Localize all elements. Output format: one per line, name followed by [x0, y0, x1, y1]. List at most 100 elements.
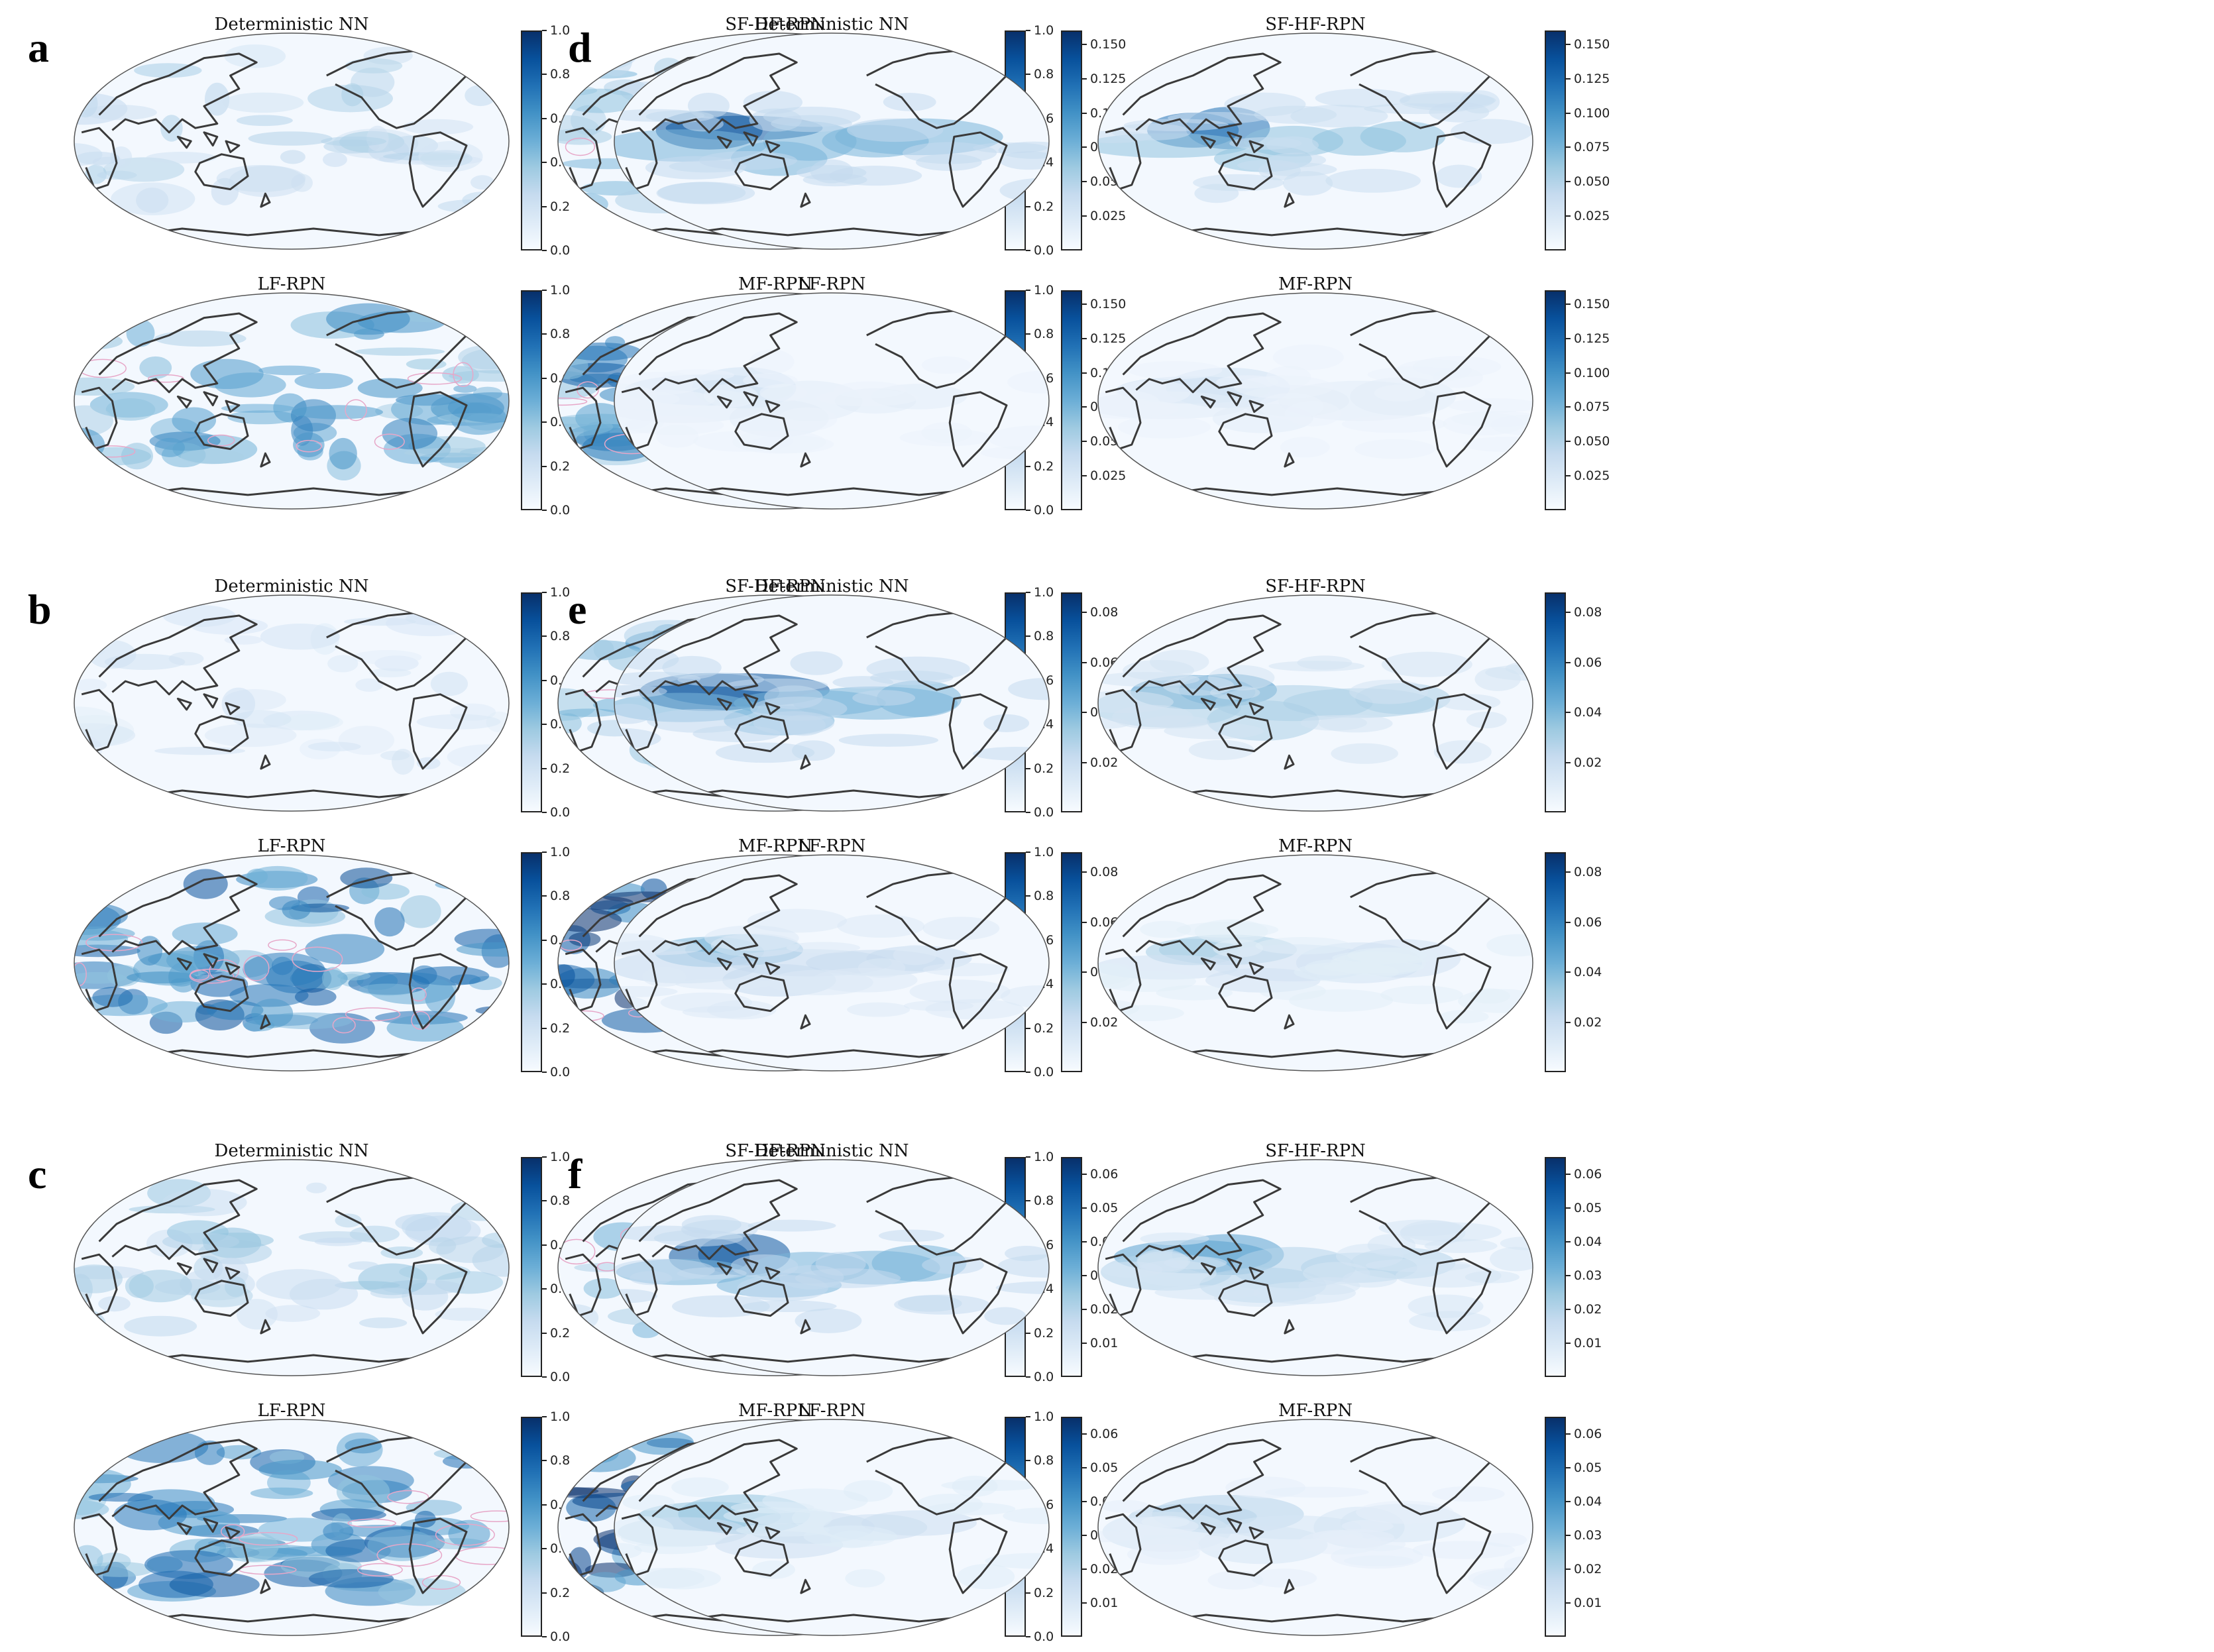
map-title: SF-HF-RPN: [1265, 1141, 1366, 1161]
colorbar-tick-label: 0.06: [1574, 1166, 1602, 1182]
colorbar-gradient: [1061, 592, 1082, 812]
colorbar-gradient: [1061, 1417, 1082, 1637]
colorbar-tick-label: 0.02: [1574, 1301, 1602, 1317]
colorbar-tick-label: 0.04: [1574, 705, 1602, 720]
colorbar-tick-label: 0.2: [550, 1585, 571, 1600]
map-title: Deterministic NN: [214, 577, 369, 596]
colorbar-tick-label: 0.08: [1574, 605, 1602, 620]
colorbar-tick-label: 0.05: [1574, 1460, 1602, 1475]
colorbar-tick-label: 0.8: [1034, 889, 1054, 904]
colorbar-gradient: [1545, 592, 1566, 812]
map-title: MF-RPN: [1278, 1401, 1353, 1421]
colorbar-tick-label: 1.0: [1034, 1150, 1054, 1164]
panel-letter-b: b: [28, 586, 52, 633]
map-c-3: [74, 1419, 510, 1636]
colorbar-tick-label: 1.0: [550, 1409, 571, 1424]
colorbar-tick-label: 0.075: [1574, 400, 1610, 415]
colorbar-tick-label: 0.01: [1090, 1335, 1119, 1350]
map-title: SF-HF-RPN: [1265, 15, 1366, 34]
colorbar-tick-label: 0.02: [1574, 1561, 1602, 1576]
map-title: MF-RPN: [738, 1401, 813, 1421]
colorbar-tick-label: 0.0: [1034, 243, 1054, 258]
colorbar-tick-label: 0.8: [1034, 327, 1054, 342]
colorbar-tick-label: 0.02: [1574, 755, 1602, 770]
colorbar-tick-label: 1.0: [550, 283, 571, 298]
colorbar-tick-label: 0.01: [1090, 1595, 1119, 1610]
map-title: LF-RPN: [797, 1401, 866, 1421]
colorbar-tick-label: 0.0: [550, 1065, 571, 1079]
colorbar-tick-label: 0.02: [1090, 1015, 1119, 1030]
colorbar-tick-label: 0.050: [1574, 434, 1610, 449]
colorbar-gradient: [1545, 30, 1566, 250]
colorbar-tick-label: 0.2: [550, 199, 571, 214]
colorbar-tick-label: 0.0: [550, 243, 571, 258]
colorbar-tick-label: 0.0: [550, 1370, 571, 1384]
colorbar-tick-label: 1.0: [1034, 585, 1054, 600]
map-f-1: [614, 1159, 1050, 1376]
colorbar-tick-label: 0.04: [1574, 1494, 1602, 1509]
map-title: SF-HF-RPN: [1265, 577, 1366, 596]
panel-letter-a: a: [28, 24, 49, 71]
map-title: MF-RPN: [738, 836, 813, 856]
map-d-4: [1097, 292, 1533, 510]
colorbar-gradient: [521, 592, 542, 812]
colorbar-tick-label: 0.0: [1034, 1065, 1054, 1079]
map-title: LF-RPN: [257, 836, 326, 856]
map-b-3: [74, 854, 510, 1072]
colorbar-tick-label: 0.025: [1090, 209, 1127, 224]
colorbar-tick-label: 0.2: [1034, 761, 1054, 776]
colorbar-tick-label: 0.0: [1034, 1370, 1054, 1384]
colorbar-tick-label: 0.05: [1090, 1460, 1119, 1475]
colorbar-gradient: [1061, 30, 1082, 250]
colorbar-tick-label: 0.150: [1574, 296, 1610, 311]
colorbar-tick-label: 0.05: [1574, 1200, 1602, 1215]
colorbar-gradient: [1545, 852, 1566, 1072]
map-f-3: [614, 1419, 1050, 1636]
colorbar-tick-label: 0.8: [550, 889, 571, 904]
map-title: Deterministic NN: [754, 1141, 909, 1161]
colorbar-tick-label: 0.8: [550, 629, 571, 644]
colorbar-tick-label: 1.0: [1034, 23, 1054, 38]
colorbar-gradient: [521, 290, 542, 510]
colorbar-tick-label: 0.2: [550, 761, 571, 776]
colorbar-tick-label: 0.04: [1574, 1234, 1602, 1249]
colorbar-tick-label: 0.03: [1574, 1268, 1602, 1283]
colorbar-tick-label: 0.025: [1090, 468, 1127, 484]
colorbar-tick-label: 1.0: [550, 585, 571, 600]
colorbar-tick-label: 0.8: [550, 1453, 571, 1468]
map-e-4: [1097, 854, 1533, 1072]
colorbar-tick-label: 1.0: [1034, 1409, 1054, 1424]
map-e-1: [614, 594, 1050, 812]
colorbar-gradient: [1545, 290, 1566, 510]
colorbar-tick-label: 0.8: [550, 67, 571, 82]
map-title: MF-RPN: [1278, 274, 1353, 294]
colorbar-tick-label: 0.2: [550, 1325, 571, 1341]
colorbar-tick-label: 0.0: [1034, 805, 1054, 820]
colorbar-tick-label: 0.0: [1034, 1629, 1054, 1644]
colorbar-tick-label: 1.0: [550, 23, 571, 38]
map-title: SF-HF-RPN: [725, 15, 826, 34]
colorbar-tick-label: 0.8: [550, 327, 571, 342]
colorbar-tick-label: 0.0: [550, 1629, 571, 1644]
colorbar-gradient: [521, 1417, 542, 1637]
colorbar-tick-label: 0.02: [1090, 1301, 1119, 1317]
colorbar-gradient: [1545, 1157, 1566, 1377]
colorbar-tick-label: 0.06: [1574, 1426, 1602, 1441]
colorbar-tick-label: 0.02: [1090, 1561, 1119, 1576]
colorbar-gradient: [1061, 1157, 1082, 1377]
colorbar-tick-label: 0.8: [1034, 67, 1054, 82]
map-title: LF-RPN: [797, 274, 866, 294]
map-title: Deterministic NN: [754, 577, 909, 596]
map-a-3: [74, 292, 510, 510]
colorbar-tick-label: 0.08: [1574, 865, 1602, 880]
colorbar-tick-label: 0.04: [1574, 965, 1602, 980]
colorbar-tick-label: 1.0: [1034, 283, 1054, 298]
colorbar-gradient: [521, 30, 542, 250]
colorbar-tick-label: 0.2: [1034, 199, 1054, 214]
map-title: LF-RPN: [797, 836, 866, 856]
colorbar-tick-label: 0.025: [1574, 209, 1610, 224]
colorbar-tick-label: 0.05: [1090, 1200, 1119, 1215]
colorbar-tick-label: 0.0: [1034, 503, 1054, 518]
colorbar-tick-label: 0.8: [1034, 629, 1054, 644]
